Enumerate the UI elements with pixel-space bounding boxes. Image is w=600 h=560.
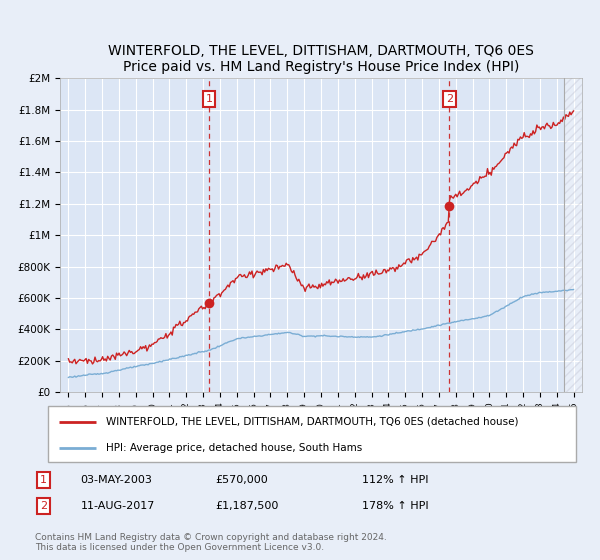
Text: £570,000: £570,000: [216, 475, 269, 484]
Text: 112% ↑ HPI: 112% ↑ HPI: [362, 475, 429, 484]
Text: £1,187,500: £1,187,500: [216, 501, 279, 511]
Text: 1: 1: [40, 475, 47, 484]
FancyBboxPatch shape: [48, 406, 576, 462]
Text: 11-AUG-2017: 11-AUG-2017: [80, 501, 155, 511]
Text: HPI: Average price, detached house, South Hams: HPI: Average price, detached house, Sout…: [106, 443, 362, 453]
Text: 2: 2: [40, 501, 47, 511]
Text: 03-MAY-2003: 03-MAY-2003: [80, 475, 152, 484]
Text: Contains HM Land Registry data © Crown copyright and database right 2024.
This d: Contains HM Land Registry data © Crown c…: [35, 533, 387, 552]
Text: 2: 2: [446, 94, 453, 104]
Text: WINTERFOLD, THE LEVEL, DITTISHAM, DARTMOUTH, TQ6 0ES (detached house): WINTERFOLD, THE LEVEL, DITTISHAM, DARTMO…: [106, 417, 518, 427]
Text: 178% ↑ HPI: 178% ↑ HPI: [362, 501, 429, 511]
Text: 1: 1: [206, 94, 212, 104]
Title: WINTERFOLD, THE LEVEL, DITTISHAM, DARTMOUTH, TQ6 0ES
Price paid vs. HM Land Regi: WINTERFOLD, THE LEVEL, DITTISHAM, DARTMO…: [108, 44, 534, 74]
